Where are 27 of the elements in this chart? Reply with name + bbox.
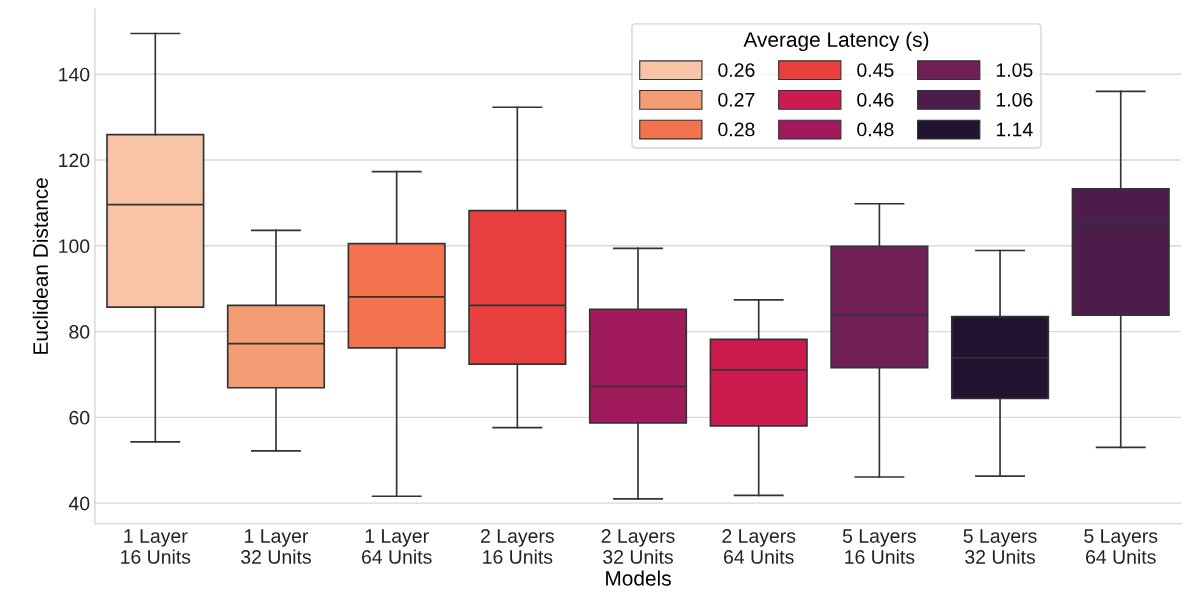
legend-label: 1.06 [996,92,1033,107]
x-axis-title: Models [606,570,671,586]
x-tick-label: 1 Layer 64 Units [361,529,432,564]
x-tick-label: 2 Layers 32 Units [601,529,675,564]
legend-label: 0.46 [857,92,894,107]
legend-label: 0.48 [857,122,894,137]
legend-label: 0.45 [857,63,894,77]
y-axis-title: Euclidean Distance [32,178,48,354]
x-tick-label: 2 Layers 64 Units [722,529,796,564]
x-tick-label: 1 Layer 32 Units [241,529,311,564]
legend-label: 0.27 [718,92,755,107]
legend-label: 1.14 [996,122,1033,137]
x-tick-label: 5 Layers 32 Units [963,529,1037,564]
x-tick-label: 5 Layers 16 Units [842,529,916,564]
x-tick-label: 5 Layers 64 Units [1084,529,1158,564]
x-tick-label: 2 Layers 16 Units [481,529,554,564]
legend-title: Average Latency (s) [743,31,929,52]
legend-label: 0.28 [718,122,755,137]
x-tick-label: 1 Layer 16 Units [121,529,191,564]
y-tick-label: 60 [69,410,90,425]
y-tick-label: 100 [59,239,90,254]
y-tick-label: 40 [68,496,90,511]
y-tick-label: 140 [59,67,90,82]
y-tick-label: 120 [59,153,90,168]
legend-label: 1.05 [996,63,1033,77]
y-tick-label: 80 [69,325,90,339]
legend-label: 0.26 [718,63,755,77]
